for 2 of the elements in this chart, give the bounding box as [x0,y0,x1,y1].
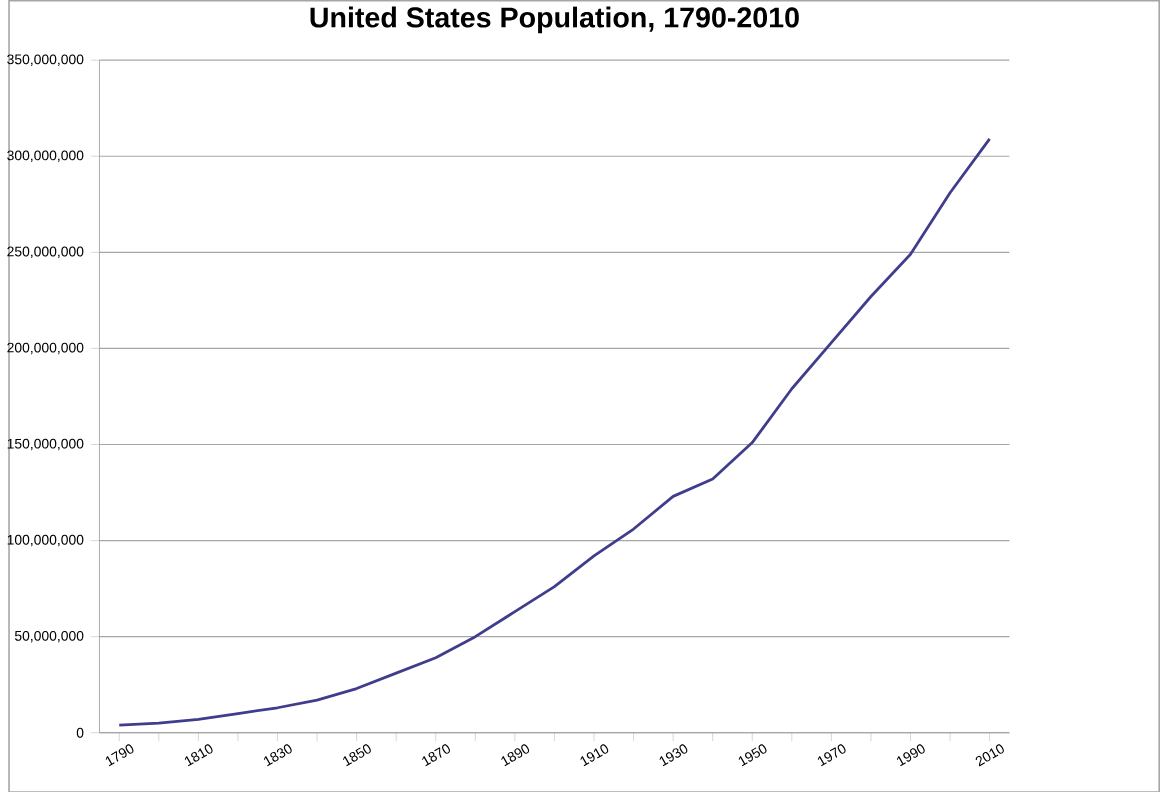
line-series [117,137,992,727]
chart-title: United States Population, 1790-2010 [310,6,799,33]
